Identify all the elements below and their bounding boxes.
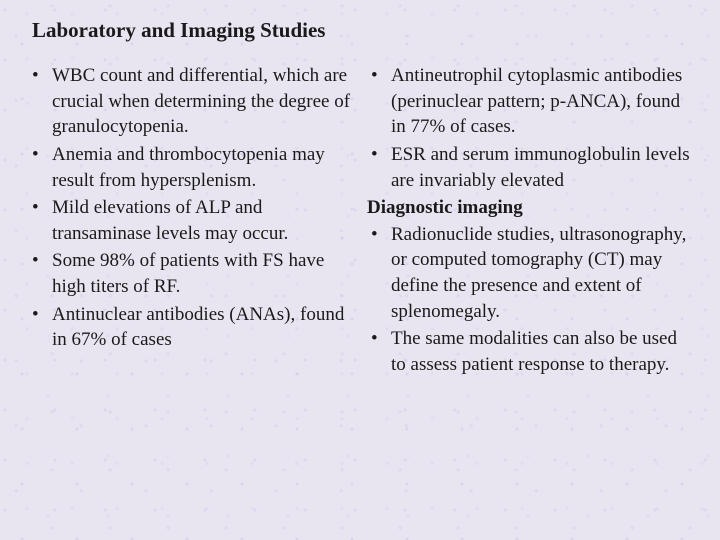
list-item: Mild elevations of ALP and transaminase … [26,195,355,246]
right-bullet-list-top: Antineutrophil cytoplasmic antibodies (p… [365,63,694,193]
list-item: Some 98% of patients with FS have high t… [26,248,355,299]
content-columns: WBC count and differential, which are cr… [26,63,694,380]
list-item: ESR and serum immunoglobulin levels are … [365,142,694,193]
list-item: WBC count and differential, which are cr… [26,63,355,140]
diagnostic-imaging-subheading: Diagnostic imaging [365,195,694,221]
left-bullet-list: WBC count and differential, which are cr… [26,63,355,353]
left-column: WBC count and differential, which are cr… [26,63,355,380]
right-column: Antineutrophil cytoplasmic antibodies (p… [365,63,694,380]
list-item: Anemia and thrombocytopenia may result f… [26,142,355,193]
list-item: Antinuclear antibodies (ANAs), found in … [26,302,355,353]
right-bullet-list-bottom: Radionuclide studies, ultrasonography, o… [365,222,694,378]
list-item: Antineutrophil cytoplasmic antibodies (p… [365,63,694,140]
list-item: The same modalities can also be used to … [365,326,694,377]
list-item: Radionuclide studies, ultrasonography, o… [365,222,694,325]
page-title: Laboratory and Imaging Studies [26,18,694,43]
